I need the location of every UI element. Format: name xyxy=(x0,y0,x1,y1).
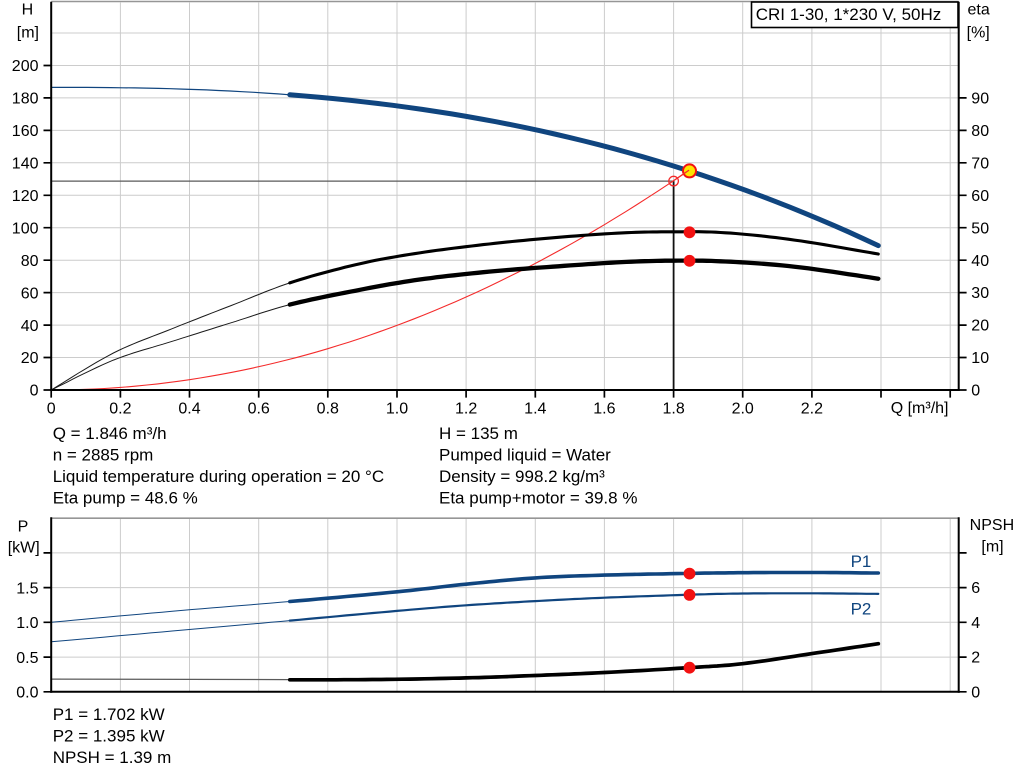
svg-text:0: 0 xyxy=(30,383,39,400)
svg-text:1.8: 1.8 xyxy=(662,401,684,418)
svg-text:0.0: 0.0 xyxy=(16,685,38,702)
svg-text:1.5: 1.5 xyxy=(16,580,38,597)
svg-text:0: 0 xyxy=(47,401,56,418)
svg-text:90: 90 xyxy=(971,91,989,108)
svg-text:40: 40 xyxy=(971,253,989,270)
svg-text:0.6: 0.6 xyxy=(248,401,270,418)
svg-text:2.2: 2.2 xyxy=(801,401,823,418)
svg-text:P2: P2 xyxy=(851,599,872,618)
svg-text:20: 20 xyxy=(971,318,989,335)
svg-text:50: 50 xyxy=(971,220,989,237)
svg-text:P1 = 1.702 kW: P1 = 1.702 kW xyxy=(53,705,165,724)
svg-text:1.6: 1.6 xyxy=(593,401,615,418)
svg-text:H = 135 m: H = 135 m xyxy=(439,424,518,443)
svg-text:180: 180 xyxy=(12,91,39,108)
svg-text:Q [m³/h]: Q [m³/h] xyxy=(891,400,949,417)
svg-text:P: P xyxy=(18,518,29,535)
svg-text:0.8: 0.8 xyxy=(317,401,339,418)
svg-text:0.4: 0.4 xyxy=(178,401,200,418)
svg-text:4: 4 xyxy=(971,615,980,632)
svg-text:0: 0 xyxy=(971,383,980,400)
svg-text:2.0: 2.0 xyxy=(732,401,754,418)
svg-text:80: 80 xyxy=(21,253,39,270)
svg-text:[%]: [%] xyxy=(967,24,990,41)
svg-text:80: 80 xyxy=(971,123,989,140)
svg-text:200: 200 xyxy=(12,58,39,75)
svg-text:40: 40 xyxy=(21,318,39,335)
svg-text:100: 100 xyxy=(12,220,39,237)
svg-text:60: 60 xyxy=(971,188,989,205)
svg-text:120: 120 xyxy=(12,188,39,205)
svg-text:Pumped liquid = Water: Pumped liquid = Water xyxy=(439,446,611,465)
svg-text:70: 70 xyxy=(971,155,989,172)
svg-text:Liquid temperature during oper: Liquid temperature during operation = 20… xyxy=(53,467,384,486)
svg-text:CRI 1-30, 1*230 V, 50Hz: CRI 1-30, 1*230 V, 50Hz xyxy=(756,5,942,24)
svg-text:0.5: 0.5 xyxy=(16,650,38,667)
svg-text:H: H xyxy=(22,2,34,19)
svg-text:160: 160 xyxy=(12,123,39,140)
svg-text:60: 60 xyxy=(21,285,39,302)
svg-text:[m]: [m] xyxy=(981,538,1003,555)
svg-text:6: 6 xyxy=(971,580,980,597)
svg-text:1.0: 1.0 xyxy=(386,401,408,418)
svg-text:1.2: 1.2 xyxy=(455,401,477,418)
svg-text:1.4: 1.4 xyxy=(524,401,546,418)
svg-text:NPSH: NPSH xyxy=(970,517,1014,534)
svg-text:0: 0 xyxy=(971,684,980,701)
svg-text:30: 30 xyxy=(971,285,989,302)
svg-text:P1: P1 xyxy=(851,552,872,571)
svg-text:1.0: 1.0 xyxy=(16,615,38,632)
svg-text:10: 10 xyxy=(971,350,989,367)
svg-text:Eta pump = 48.6 %: Eta pump = 48.6 % xyxy=(53,489,198,508)
svg-text:NPSH = 1.39 m: NPSH = 1.39 m xyxy=(53,748,172,767)
svg-text:20: 20 xyxy=(21,350,39,367)
svg-text:eta: eta xyxy=(967,1,989,18)
svg-text:140: 140 xyxy=(12,156,39,173)
svg-text:[m]: [m] xyxy=(17,25,39,42)
svg-text:[kW]: [kW] xyxy=(8,540,40,557)
svg-text:2: 2 xyxy=(971,650,980,667)
svg-text:0.2: 0.2 xyxy=(109,401,131,418)
svg-text:Eta pump+motor = 39.8 %: Eta pump+motor = 39.8 % xyxy=(439,489,637,508)
svg-text:Density = 998.2 kg/m³: Density = 998.2 kg/m³ xyxy=(439,467,605,486)
svg-text:Q = 1.846 m³/h: Q = 1.846 m³/h xyxy=(53,424,167,443)
svg-text:n = 2885 rpm: n = 2885 rpm xyxy=(53,446,154,465)
svg-text:P2 = 1.395 kW: P2 = 1.395 kW xyxy=(53,726,165,745)
